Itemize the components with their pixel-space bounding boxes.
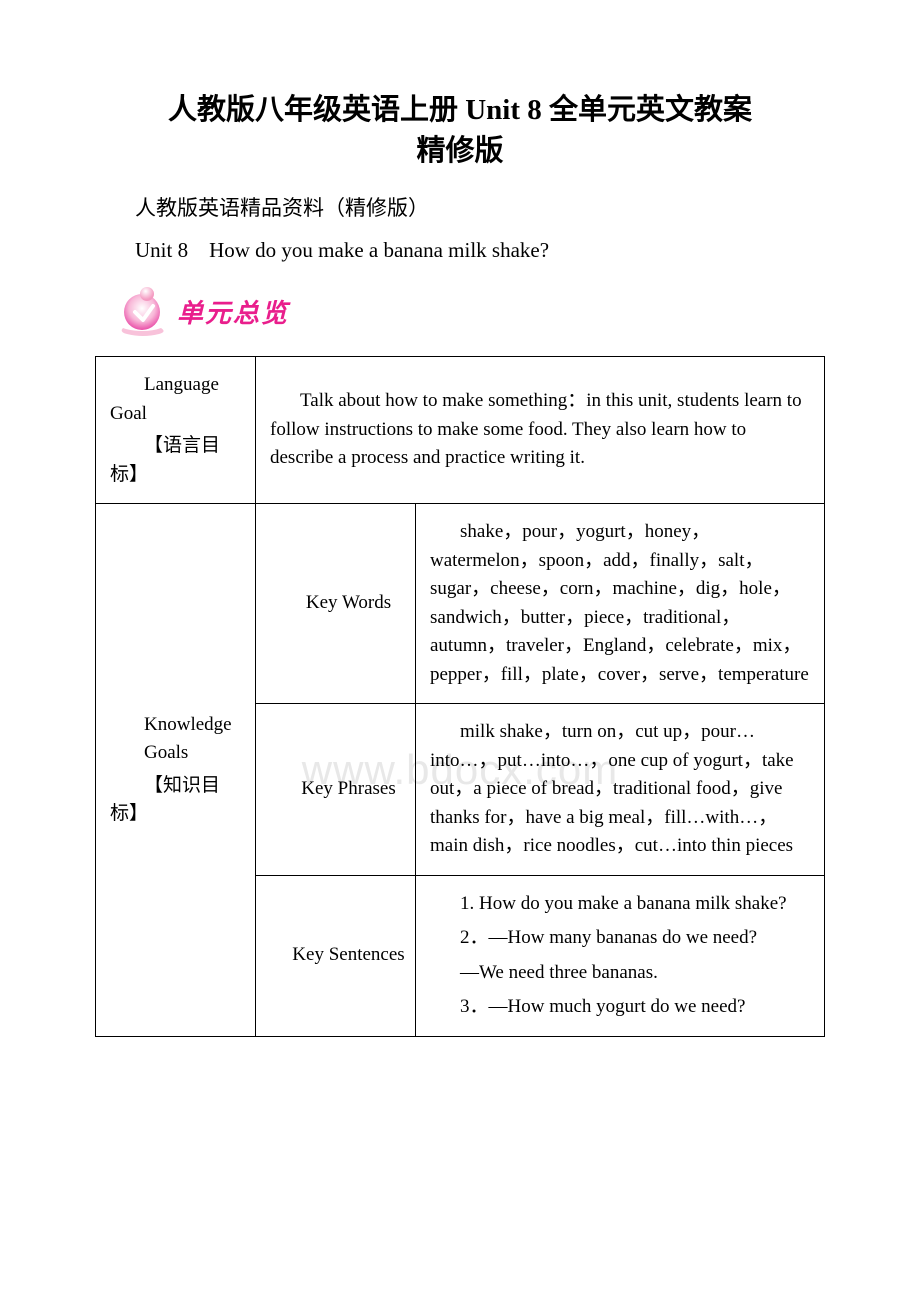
language-goal-cell: Language Goal 【语言目标】 [96, 357, 256, 504]
key-phrases-label: Key Phrases [301, 778, 395, 799]
unit-title: Unit 8 How do you make a banana milk sha… [135, 235, 825, 267]
table-row: Knowledge Goals 【知识目标】 Key Words shake，p… [96, 504, 825, 704]
section-header: 单元总览 [115, 284, 825, 338]
knowledge-goals-cell: Knowledge Goals 【知识目标】 [96, 504, 256, 1037]
title-line-2: 精修版 [416, 135, 503, 167]
document-title: 人教版八年级英语上册 Unit 8 全单元英文教案 精修版 [95, 90, 825, 171]
language-goal-cn: 【语言目标】 [110, 435, 220, 485]
key-sentence-1: 1. How do you make a banana milk shake? [430, 890, 814, 919]
key-words-content-cell: shake，pour，yogurt，honey，watermelon，spoon… [416, 504, 825, 704]
key-phrases-label-cell: Key Phrases [256, 704, 416, 876]
knowledge-goals-en: Knowledge Goals [110, 711, 245, 768]
table-row: Language Goal 【语言目标】 Talk about how to m… [96, 357, 825, 504]
key-sentence-3: —We need three bananas. [430, 959, 814, 988]
key-sentence-4: 3．—How much yogurt do we need? [430, 993, 814, 1022]
key-sentence-2: 2．—How many bananas do we need? [430, 924, 814, 953]
key-phrases-content: milk shake，turn on，cut up，pour…into…，put… [430, 718, 814, 861]
overview-table: Language Goal 【语言目标】 Talk about how to m… [95, 356, 825, 1037]
key-words-label: Key Words [306, 592, 391, 613]
language-goal-content: Talk about how to make something：in this… [270, 387, 814, 473]
section-header-label: 单元总览 [177, 293, 289, 330]
key-sentences-content-cell: 1. How do you make a banana milk shake? … [416, 875, 825, 1036]
key-words-content: shake，pour，yogurt，honey，watermelon，spoon… [430, 518, 814, 689]
language-goal-content-cell: Talk about how to make something：in this… [256, 357, 825, 504]
unit-overview-icon [115, 284, 169, 338]
knowledge-goals-cn: 【知识目标】 [110, 775, 220, 825]
key-phrases-content-cell: milk shake，turn on，cut up，pour…into…，put… [416, 704, 825, 876]
title-line-1: 人教版八年级英语上册 Unit 8 全单元英文教案 [168, 94, 752, 126]
key-words-label-cell: Key Words [256, 504, 416, 704]
key-sentences-label-cell: Key Sentences [256, 875, 416, 1036]
key-sentences-label: Key Sentences [292, 944, 404, 965]
materials-subtitle: 人教版英语精品资料（精修版） [135, 193, 825, 225]
language-goal-en: Language Goal [110, 374, 219, 424]
